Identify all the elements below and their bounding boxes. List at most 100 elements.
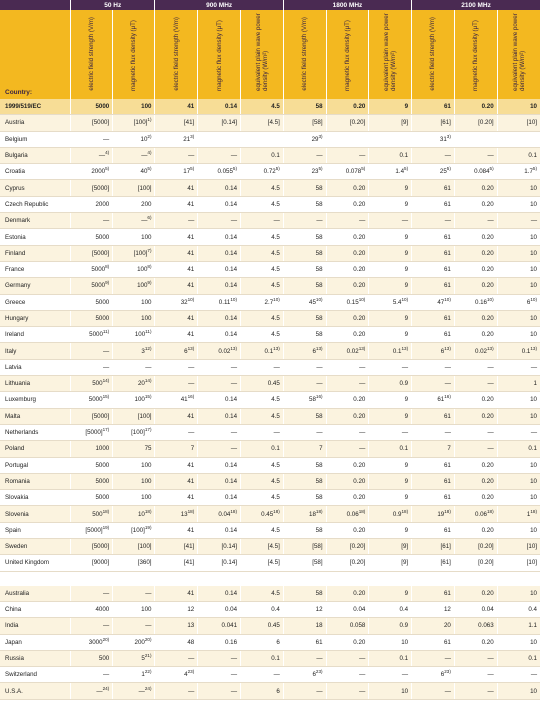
limit-value-cell: 10011) bbox=[112, 326, 155, 344]
limit-value-cell: [0.20] bbox=[325, 554, 369, 572]
limit-value-cell: 0.04 bbox=[453, 601, 498, 619]
limit-value-cell: 1018) bbox=[112, 505, 155, 523]
limit-value-cell bbox=[197, 131, 241, 148]
col-header-b: magnetic flux density (μT) bbox=[325, 10, 369, 99]
limit-value-cell: 102) bbox=[112, 131, 155, 148]
col-header-text: electric field strength (V/m) bbox=[172, 17, 180, 91]
col-header-e: electric field strength (V/m) bbox=[282, 10, 327, 99]
col-header-text: electric field strength (V/m) bbox=[429, 17, 437, 91]
limit-value-cell: 4.5 bbox=[240, 277, 284, 295]
table-row: Czech Republic 2000 200 41 0.14 4.5 58 0.20 9 61 0… bbox=[0, 196, 540, 214]
table-row: Spain [5000]19) [100]19) 41 0.14 4.5 58 0.20 9 61… bbox=[0, 522, 540, 540]
limit-value-cell: 0.20 bbox=[453, 408, 498, 425]
limit-value-cell: 20020) bbox=[112, 634, 155, 651]
country-name: Croatia bbox=[0, 163, 71, 181]
limit-value-cell: — bbox=[197, 440, 241, 458]
limit-value-cell: [58] bbox=[282, 114, 327, 132]
limit-value-cell: 4510) bbox=[282, 294, 327, 311]
limit-value-cell: 5000 bbox=[69, 228, 113, 246]
col-header-e: electric field strength (V/m) bbox=[69, 10, 113, 99]
limit-value-cell: 61 bbox=[411, 99, 455, 116]
limit-value-cell: — bbox=[154, 682, 198, 700]
limit-value-cell: 0.0418) bbox=[197, 505, 241, 523]
country-name: Lithuania bbox=[0, 375, 71, 393]
limit-value-cell: 5.410) bbox=[368, 294, 412, 311]
limit-value-cell: 10 bbox=[496, 310, 540, 328]
limit-value-cell: [0.20] bbox=[453, 554, 498, 572]
limit-value-cell: 4.5 bbox=[240, 261, 284, 279]
limit-value-cell: — bbox=[453, 682, 498, 700]
country-name: Ireland bbox=[0, 326, 71, 344]
table-row: Japan 300020) 20020) 48 0.16 6 61 0.20 10 61 0.20 1… bbox=[0, 634, 540, 651]
limit-value-cell: 0.16 bbox=[197, 634, 241, 651]
limit-value-cell: 10 bbox=[496, 99, 540, 116]
limit-value-cell: [41] bbox=[154, 114, 198, 132]
limit-value-cell bbox=[240, 131, 284, 148]
limit-value-cell: 61 bbox=[411, 489, 455, 507]
limit-value-cell: [4.5] bbox=[240, 554, 284, 572]
limit-value-cell: 610) bbox=[496, 294, 540, 311]
limit-value-cell: 58 bbox=[282, 473, 327, 491]
limit-value-cell: 0.14 bbox=[197, 391, 241, 409]
limit-value-cell: 61 bbox=[282, 634, 327, 651]
limit-value-cell: 0.20 bbox=[325, 585, 369, 602]
limit-value-cell: 4.5 bbox=[240, 310, 284, 328]
country-name: France bbox=[0, 261, 71, 279]
table-row: Greece 5000 100 3210) 0.1110) 2.710) 4510) 0.15… bbox=[0, 294, 540, 311]
limit-value-cell: — bbox=[197, 359, 241, 377]
limit-value-cell: 6 bbox=[240, 682, 284, 700]
limit-value-cell: 0.041 bbox=[197, 617, 241, 635]
limit-value-cell: 50018) bbox=[69, 505, 113, 523]
limit-value-cell: — bbox=[325, 147, 369, 165]
limit-value-cell: — bbox=[496, 666, 540, 684]
limit-value-cell: [41] bbox=[154, 554, 198, 572]
limit-value-cell bbox=[496, 131, 540, 148]
band-header-2100mhz: 2100 MHz bbox=[411, 0, 540, 10]
limit-value-cell: 255) bbox=[411, 163, 455, 181]
limit-value-cell: — bbox=[240, 359, 284, 377]
limit-value-cell: [100]7) bbox=[112, 245, 155, 262]
band-header-900mhz: 900 MHz bbox=[154, 0, 284, 10]
limit-value-cell: 61 bbox=[411, 326, 455, 344]
limit-value-cell: — bbox=[411, 359, 455, 377]
limit-value-cell: 100 bbox=[112, 601, 155, 619]
limit-value-cell: [41] bbox=[154, 538, 198, 556]
limit-value-cell: 41 bbox=[154, 457, 198, 474]
limit-value-cell: 0.14 bbox=[197, 473, 241, 491]
limit-value-cell: 1000 bbox=[69, 440, 113, 458]
country-name: Finland bbox=[0, 245, 71, 262]
table-row: Netherlands [5000]17) [100]17) — — — — — — — — — bbox=[0, 424, 540, 442]
country-name: Russia bbox=[0, 650, 71, 668]
limit-value-cell: — bbox=[325, 375, 369, 393]
limit-value-cell: 1009) bbox=[112, 277, 155, 295]
limit-value-cell: 0.20 bbox=[325, 179, 369, 197]
limit-value-cell: 58 bbox=[282, 489, 327, 507]
limit-value-cell: 0.0213) bbox=[197, 342, 241, 360]
limit-value-cell: 0.20 bbox=[325, 489, 369, 507]
limit-value-cell: [10] bbox=[496, 554, 540, 572]
limit-value-cell: 10 bbox=[496, 245, 540, 262]
limit-value-cell: 41 bbox=[154, 585, 198, 602]
limit-value-cell: 4.5 bbox=[240, 457, 284, 474]
country-column-header: Country: bbox=[0, 10, 71, 99]
limit-value-cell: — bbox=[69, 359, 113, 377]
limit-value-cell: 100 bbox=[112, 294, 155, 311]
country-name: China bbox=[0, 601, 71, 619]
limit-value-cell: 0.4 bbox=[240, 601, 284, 619]
limit-value-cell: — bbox=[154, 375, 198, 393]
limit-value-cell: — bbox=[325, 212, 369, 230]
limit-value-cell: 0.918) bbox=[368, 505, 412, 523]
limit-value-cell: 0.14 bbox=[197, 261, 241, 279]
limit-value-cell: 10 bbox=[496, 179, 540, 197]
limit-value-cell: — bbox=[154, 650, 198, 668]
limit-value-cell: 613) bbox=[411, 342, 455, 360]
table-row: India — —13 0.041 0.45 18 0.058 0.9 20 0.063 1.1 bbox=[0, 617, 540, 635]
limit-value-cell: 0.04 bbox=[197, 601, 241, 619]
limit-value-cell: — bbox=[197, 212, 241, 230]
limit-value-cell: 9 bbox=[368, 391, 412, 409]
limit-value-cell: — bbox=[240, 424, 284, 442]
limit-value-cell: 0.20 bbox=[325, 277, 369, 295]
limit-value-cell: 1918) bbox=[411, 505, 455, 523]
limit-value-cell: 75 bbox=[112, 440, 155, 458]
limit-value-cell: 41 bbox=[154, 179, 198, 197]
